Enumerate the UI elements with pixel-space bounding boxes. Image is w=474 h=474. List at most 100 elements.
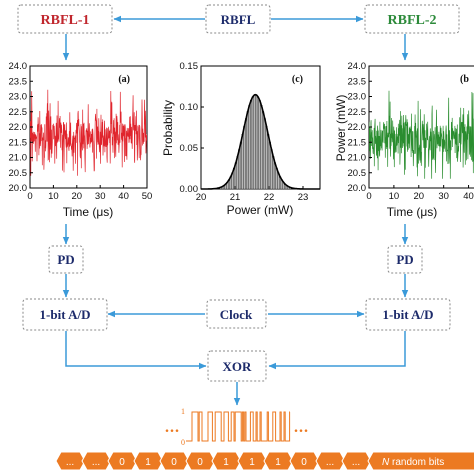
x-tick-label: 10 xyxy=(389,191,400,202)
histogram-bar xyxy=(250,100,253,190)
waveform-dots-left: ... xyxy=(165,419,180,436)
histogram-bar xyxy=(267,134,270,190)
waveform-dots-right: ... xyxy=(294,419,309,436)
histogram-bar xyxy=(248,105,251,190)
bit-value: 1 xyxy=(249,457,255,468)
y-tick-label: 21.5 xyxy=(348,137,367,148)
pd-left-label: PD xyxy=(57,252,74,267)
ellipsis-text: ... xyxy=(352,457,360,468)
series-line xyxy=(369,90,474,179)
y-tick-label: 22.5 xyxy=(9,107,28,118)
y-tick-label: 0.15 xyxy=(180,61,199,72)
histogram-bar xyxy=(245,118,248,190)
waveform-level-low: 0 xyxy=(181,438,185,447)
x-tick-label: 0 xyxy=(27,191,32,202)
rbfl-label: RBFL xyxy=(221,12,256,27)
y-tick-label: 20.5 xyxy=(9,168,28,179)
node-rbfl-2: RBFL-2 xyxy=(364,4,460,34)
bit-value: 0 xyxy=(119,457,125,468)
y-tick-label: 21.0 xyxy=(348,153,367,164)
x-tick-label: 0 xyxy=(366,191,371,202)
histogram-bar xyxy=(238,149,241,190)
x-tick-label: 20 xyxy=(72,191,83,202)
ad-right-label: 1-bit A/D xyxy=(383,307,434,322)
connector-lines xyxy=(62,15,409,406)
ellipsis-text: ... xyxy=(66,457,74,468)
chart-b-xlabel: Time (μs) xyxy=(387,205,437,219)
random-bits-n: N xyxy=(382,457,390,468)
y-tick-label: 21.0 xyxy=(9,153,28,164)
bit-value: 0 xyxy=(171,457,177,468)
y-tick-label: 20.0 xyxy=(348,183,367,194)
arrow-ad-left-to-xor xyxy=(65,331,207,370)
rbfl-1-label: RBFL-1 xyxy=(41,13,90,28)
histogram-bar xyxy=(241,134,244,190)
chart-c-axes: 0.00 0.05 0.10 0.15 20 21 22 23 xyxy=(180,61,309,203)
bit-value: 1 xyxy=(223,457,229,468)
y-tick-label: 22.5 xyxy=(348,107,367,118)
histogram-bar xyxy=(255,94,258,190)
gaussian-fit-curve xyxy=(201,93,320,190)
y-tick-label: 24.0 xyxy=(348,61,367,72)
series-line xyxy=(30,89,147,176)
y-tick-label: 20.5 xyxy=(348,168,367,179)
ellipsis-text: ... xyxy=(326,457,334,468)
histogram-bar xyxy=(265,126,268,190)
histogram-bar xyxy=(256,96,259,190)
chart-b-panel-label: (b xyxy=(460,74,469,85)
chart-a-xlabel: Time (μs) xyxy=(63,205,113,219)
ad-left-label: 1-bit A/D xyxy=(40,307,91,322)
histogram-bar xyxy=(246,111,249,190)
y-tick-label: 23.0 xyxy=(348,92,367,103)
chart-b: 20.0 20.5 21.0 21.5 22.0 22.5 23.0 23.5 24.0 0 10 2… xyxy=(334,61,474,219)
x-tick-label: 22 xyxy=(264,192,275,203)
x-tick-label: 20 xyxy=(413,191,424,202)
chart-c-ylabel: Probability xyxy=(161,100,175,156)
node-ad-right: 1-bit A/D xyxy=(365,298,451,331)
histogram-bar xyxy=(243,126,246,190)
random-waveform: ... ... 1 0 xyxy=(165,407,309,447)
chart-c-xlabel: Power (mW) xyxy=(227,203,294,217)
chart-c-plot xyxy=(201,93,320,190)
x-tick-label: 23 xyxy=(298,192,309,203)
node-rbfl: RBFL xyxy=(205,4,271,34)
random-bits-label: N random bits xyxy=(382,457,444,468)
bit-value: 0 xyxy=(197,457,203,468)
y-tick-label: 23.5 xyxy=(9,76,28,87)
histogram-bar xyxy=(253,94,256,190)
y-tick-label: 22.0 xyxy=(9,122,28,133)
histogram-bar xyxy=(239,141,242,190)
ellipsis-text: ... xyxy=(92,457,100,468)
x-tick-label: 50 xyxy=(142,191,153,202)
node-ad-left: 1-bit A/D xyxy=(22,298,108,331)
xor-label: XOR xyxy=(223,359,253,374)
x-tick-label: 10 xyxy=(48,191,59,202)
node-pd-right: PD xyxy=(387,245,423,274)
y-tick-label: 0.00 xyxy=(180,184,199,195)
bit-value: 1 xyxy=(145,457,151,468)
y-tick-label: 23.5 xyxy=(348,76,367,87)
y-tick-label: 0.10 xyxy=(180,102,199,113)
pd-right-label: PD xyxy=(396,252,413,267)
x-tick-label: 40 xyxy=(463,191,474,202)
y-tick-label: 22.0 xyxy=(348,122,367,133)
histogram-bar xyxy=(251,96,254,190)
histogram-bar xyxy=(262,111,265,190)
random-bits-text: random bits xyxy=(389,457,444,468)
y-tick-label: 0.05 xyxy=(180,143,199,154)
node-rbfl-1: RBFL-1 xyxy=(17,4,113,34)
x-tick-label: 30 xyxy=(438,191,449,202)
y-tick-label: 23.0 xyxy=(9,92,28,103)
waveform-level-high: 1 xyxy=(181,407,185,416)
chart-a-plot xyxy=(30,89,147,176)
waveform-path xyxy=(186,411,291,442)
bit-stream-ribbon: ...... 0 1 0 0 1 1 1 0...... N random bits xyxy=(55,451,474,471)
chart-b-ylabel: Power (mW) xyxy=(334,95,348,162)
chart-a: 20.0 20.5 21.0 21.5 22.0 22.5 23.0 23.5 24.0 0 10 2… xyxy=(9,61,153,219)
histogram-bar xyxy=(258,100,261,190)
y-tick-label: 24.0 xyxy=(9,61,28,72)
x-tick-label: 21 xyxy=(230,192,241,203)
histogram-bar xyxy=(268,141,271,190)
x-tick-label: 20 xyxy=(196,192,207,203)
